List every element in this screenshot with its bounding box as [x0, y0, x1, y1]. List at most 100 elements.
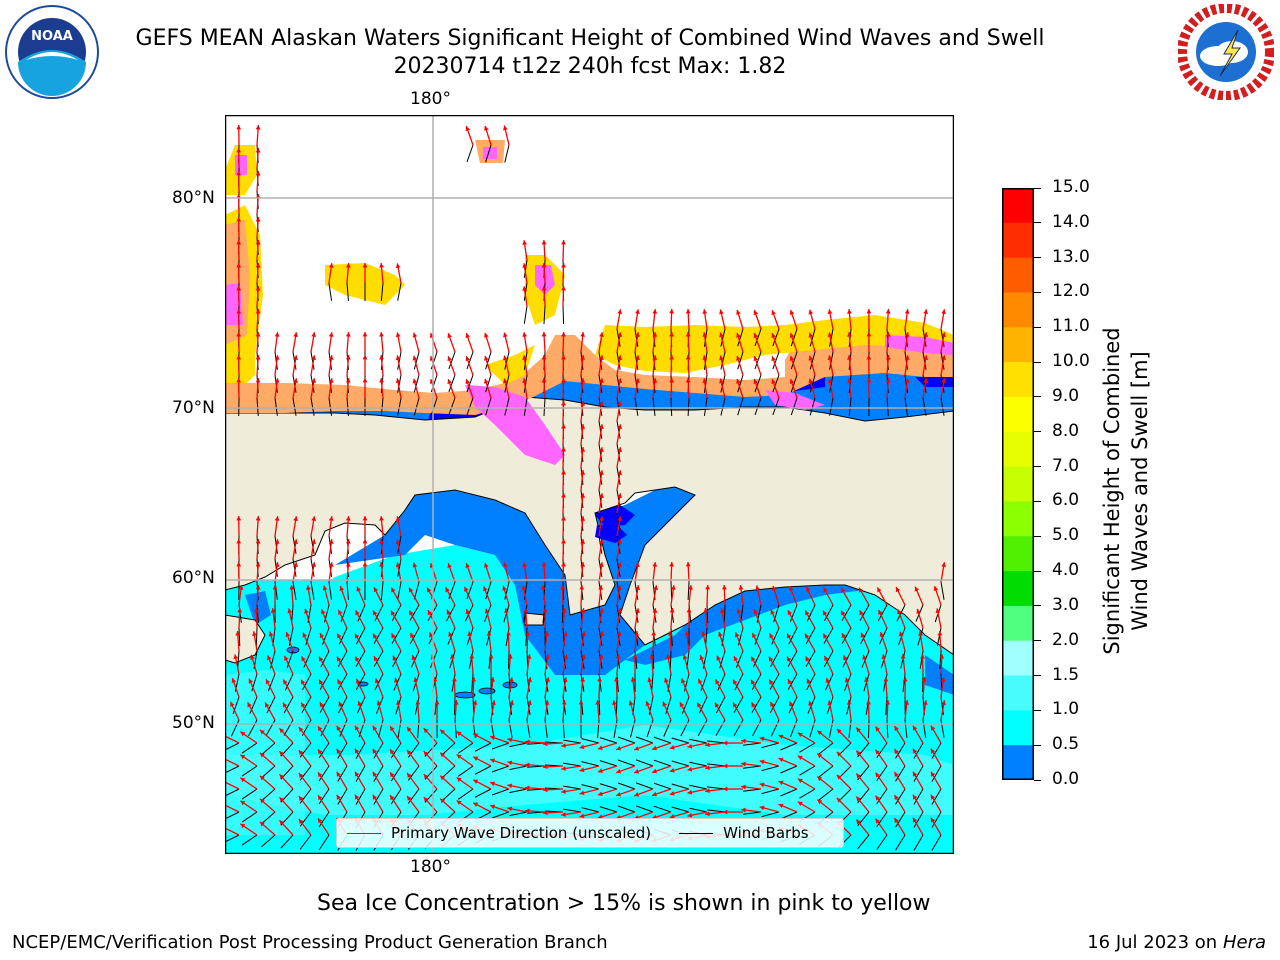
- wind-barb: [761, 811, 780, 818]
- wave-arrow-head: [390, 726, 395, 732]
- wave-arrow-head: [817, 753, 823, 759]
- wave-arrow-head: [741, 784, 746, 790]
- colorbar-segment: [1002, 362, 1034, 398]
- wave-arrow-head: [413, 677, 419, 683]
- wave-arrow-head: [507, 654, 513, 659]
- wave-arrow-head: [581, 631, 587, 637]
- wave-arrow-head: [581, 654, 586, 659]
- wave-arrow-head: [859, 587, 864, 593]
- wave-arrow-head: [597, 768, 603, 773]
- wave-arrow-head: [274, 378, 280, 383]
- wind-barb: [754, 328, 762, 347]
- wind-barb: [789, 604, 798, 622]
- wave-arrow-head: [321, 609, 326, 615]
- wind-barb: [248, 719, 258, 737]
- wind-barb: [818, 765, 834, 778]
- wind-barb: [770, 650, 780, 668]
- wave-arrow-head: [395, 539, 401, 545]
- wave-arrow-head: [939, 654, 945, 659]
- map-legend: Primary Wave Direction (unscaled) Wind B…: [336, 818, 844, 848]
- wind-barb: [261, 811, 276, 825]
- wave-arrow-head: [885, 700, 891, 705]
- wind-barb: [292, 397, 297, 416]
- wave-arrow-head: [664, 677, 669, 683]
- wind-barb: [616, 374, 621, 393]
- wave-arrow-head: [595, 700, 601, 705]
- wind-barb: [526, 719, 531, 738]
- wave-arrow-head: [877, 587, 882, 593]
- wave-arrow-head: [668, 631, 673, 636]
- wind-barb: [397, 535, 402, 554]
- wave-arrow-head: [669, 791, 675, 796]
- wave-arrow-head: [635, 309, 640, 314]
- wave-arrow-head: [635, 332, 640, 337]
- wave-arrow-head: [317, 726, 323, 732]
- wave-arrow-head: [240, 800, 246, 806]
- wave-arrow-head: [841, 633, 847, 639]
- wave-arrow-head: [267, 655, 272, 661]
- wave-arrow-head: [759, 782, 765, 788]
- wave-arrow-head: [259, 821, 265, 827]
- wave-arrow-head: [787, 610, 793, 616]
- wave-arrow-head: [686, 608, 692, 613]
- wind-barb: [392, 650, 402, 668]
- wave-arrow-head: [471, 677, 477, 682]
- wave-arrow-head: [362, 539, 368, 544]
- wave-arrow-head: [817, 799, 823, 805]
- wind-barb: [598, 351, 603, 370]
- map-panel[interactable]: [225, 115, 954, 854]
- wave-arrow-head: [652, 355, 658, 360]
- wave-arrow-head: [702, 355, 708, 360]
- wave-arrow-head: [322, 585, 328, 591]
- wave-arrow-head: [561, 424, 566, 429]
- wave-arrow-head: [827, 700, 833, 706]
- wind-barb: [904, 374, 908, 393]
- wave-arrow-head: [723, 763, 728, 769]
- wave-arrow-head: [255, 585, 261, 590]
- wave-arrow-head: [255, 171, 261, 176]
- wave-arrow-head: [723, 786, 728, 792]
- wind-barb: [936, 627, 942, 646]
- wave-arrow-head: [923, 378, 929, 384]
- wind-barb: [340, 604, 348, 623]
- wind-barb: [634, 328, 639, 347]
- wave-arrow-head: [736, 332, 741, 338]
- wave-arrow-head: [635, 562, 640, 567]
- wind-barb: [770, 719, 780, 737]
- colorbar-tick-mark: [1034, 466, 1041, 468]
- wave-arrow-head: [580, 378, 586, 383]
- wind-barb: [241, 788, 258, 800]
- wave-arrow-head: [881, 654, 887, 660]
- wind-barb: [761, 788, 780, 795]
- wave-arrow-head: [298, 750, 304, 756]
- wave-arrow-head: [866, 700, 871, 705]
- wave-arrow-head: [617, 516, 623, 522]
- wind-barb: [337, 673, 348, 690]
- wind-barb: [292, 351, 297, 370]
- wave-arrow-head: [259, 798, 265, 804]
- wave-arrow-head: [617, 470, 623, 476]
- wind-barb: [743, 765, 762, 769]
- wave-arrow-head: [755, 585, 761, 591]
- wave-arrow-head: [634, 631, 639, 636]
- wave-arrow-head: [879, 632, 885, 638]
- wind-barb: [357, 604, 366, 622]
- wave-arrow-head: [866, 309, 872, 314]
- wave-arrow-head: [522, 332, 528, 337]
- wind-barb: [256, 604, 259, 623]
- wave-arrow-head: [354, 794, 360, 800]
- wave-arrow-head: [898, 631, 904, 637]
- wind-barb: [878, 627, 888, 645]
- wave-arrow-head: [561, 240, 566, 245]
- wind-barb: [448, 397, 456, 416]
- wind-barb: [448, 351, 456, 370]
- wind-barb: [653, 805, 672, 813]
- wave-arrow-head: [580, 447, 586, 452]
- wave-arrow-head: [289, 585, 295, 590]
- wave-arrow-head: [319, 633, 325, 639]
- wind-barb: [809, 397, 816, 416]
- wave-arrow-head: [293, 539, 298, 545]
- wave-arrow-head: [904, 309, 910, 314]
- colorbar-tick-label: 13.0: [1052, 246, 1090, 267]
- wave-arrow-head: [472, 700, 478, 705]
